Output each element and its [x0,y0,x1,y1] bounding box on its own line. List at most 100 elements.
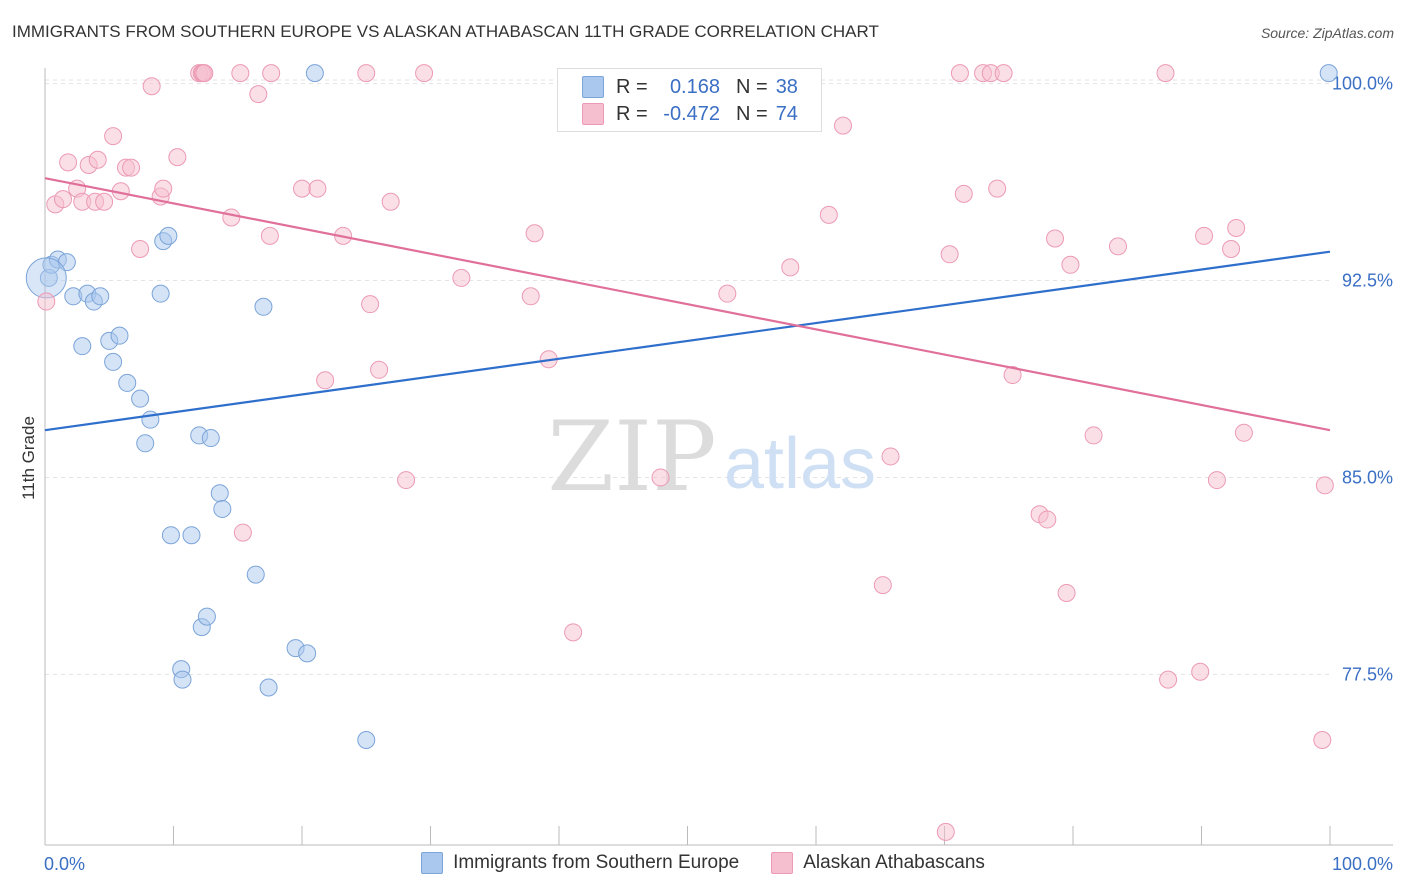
watermark-atlas: atlas [724,424,876,504]
data-point-pink [154,179,173,198]
data-point-pink [1313,730,1332,749]
data-point-blue [159,226,178,245]
data-point-pink [1003,366,1022,385]
data-point-pink [122,158,141,177]
legend-swatch-pink [582,103,604,125]
data-point-blue [104,352,123,371]
legend-r-label: R = [616,75,648,98]
data-point-pink [316,371,335,390]
data-point-pink [233,523,252,542]
data-point-pink [260,226,279,245]
data-point-blue [305,64,324,83]
data-point-blue [197,607,216,626]
data-point-pink [370,360,389,379]
data-point-pink [564,623,583,642]
legend-n-value: 38 [775,75,798,98]
trend-layer [44,177,1331,432]
data-point-pink [249,85,268,104]
data-point-pink [293,179,311,198]
data-point-blue [201,429,220,448]
data-point-pink [1227,219,1246,238]
data-point-pink [195,64,214,83]
data-point-blue [118,373,137,392]
legend-item-series2: Alaskan Athabascans [771,852,985,874]
y-tick-label: 100.0% [1332,74,1393,94]
data-point-pink [1108,237,1127,256]
chart-title: IMMIGRANTS FROM SOUTHERN EUROPE VS ALASK… [12,22,879,41]
data-point-pink [452,268,471,287]
data-point-pink [988,179,1007,198]
data-point-blue [91,287,110,306]
data-point-blue [136,434,155,453]
series-legend: Immigrants from Southern Europe Alaskan … [0,852,1406,874]
data-point-pink [37,292,56,311]
data-point-pink [1061,255,1080,274]
data-point-pink [1156,64,1175,83]
data-point-pink [1315,476,1334,495]
x-tick-label-max: 100.0% [1332,854,1393,874]
data-point-pink [936,822,955,841]
y-tick-label: 77.5% [1342,664,1393,684]
data-point-blue [151,284,170,303]
axis-layer: 77.5% 85.0% 92.5% 100.0% [44,68,1393,846]
y-axis-label: 11th Grade [19,416,38,500]
data-point-pink [231,64,250,83]
data-point-pink [994,64,1013,83]
data-point-blue [254,297,273,316]
data-point-pink [1046,229,1065,248]
legend-n-label: N = [736,102,768,125]
data-point-pink [1195,226,1214,245]
correlation-legend: R = 0.168 N = 38 R = -0.472 N = 74 [557,68,822,132]
data-point-pink [940,245,959,264]
data-point-pink [833,116,852,135]
data-point-pink [950,64,969,83]
data-point-pink [525,224,544,243]
data-point-blue [182,526,201,545]
data-point-pink [819,205,838,224]
data-point-pink [521,287,540,306]
x-tick-label-min: 0.0% [44,854,85,874]
data-point-pink [954,184,973,203]
data-point-pink [53,190,72,209]
legend-r-label: R = [616,102,648,125]
source-label: Source: ZipAtlas.com [1260,25,1394,41]
data-point-pink [1057,583,1076,602]
data-point-blue [161,526,180,545]
data-point-pink [131,240,150,259]
y-tick-label: 92.5% [1342,271,1393,291]
trend-line-blue [44,250,1331,432]
data-point-pink [308,179,327,198]
data-point-pink [1222,240,1241,259]
legend-swatch-pink [771,852,794,874]
data-point-blue [298,644,317,663]
data-point-blue [131,389,150,408]
data-point-pink [361,295,380,314]
legend-swatch-blue [421,852,444,874]
legend-swatch-blue [582,76,604,98]
data-point-blue [173,670,192,689]
data-point-pink [381,192,400,211]
data-point-pink [88,150,107,169]
data-point-pink [397,471,416,490]
data-point-pink [881,447,900,466]
legend-row-series2: R = -0.472 N = 74 [582,100,798,128]
data-point-pink [59,153,78,172]
data-point-pink [415,64,434,83]
data-point-pink [95,192,114,211]
data-point-pink [1159,670,1178,689]
legend-n-value: 74 [775,102,798,125]
data-point-pink [357,64,376,83]
data-point-pink [718,284,737,303]
data-point-blue [73,337,92,356]
data-point-pink [1038,510,1057,529]
data-point-pink [168,148,187,167]
trend-line-pink [44,177,1331,432]
data-point-pink [104,127,123,146]
data-point-pink [222,208,241,227]
legend-row-series1: R = 0.168 N = 38 [582,73,798,101]
data-point-pink [1207,471,1226,490]
data-point-blue [25,257,67,299]
data-point-pink [873,576,892,595]
data-point-blue [110,326,129,345]
